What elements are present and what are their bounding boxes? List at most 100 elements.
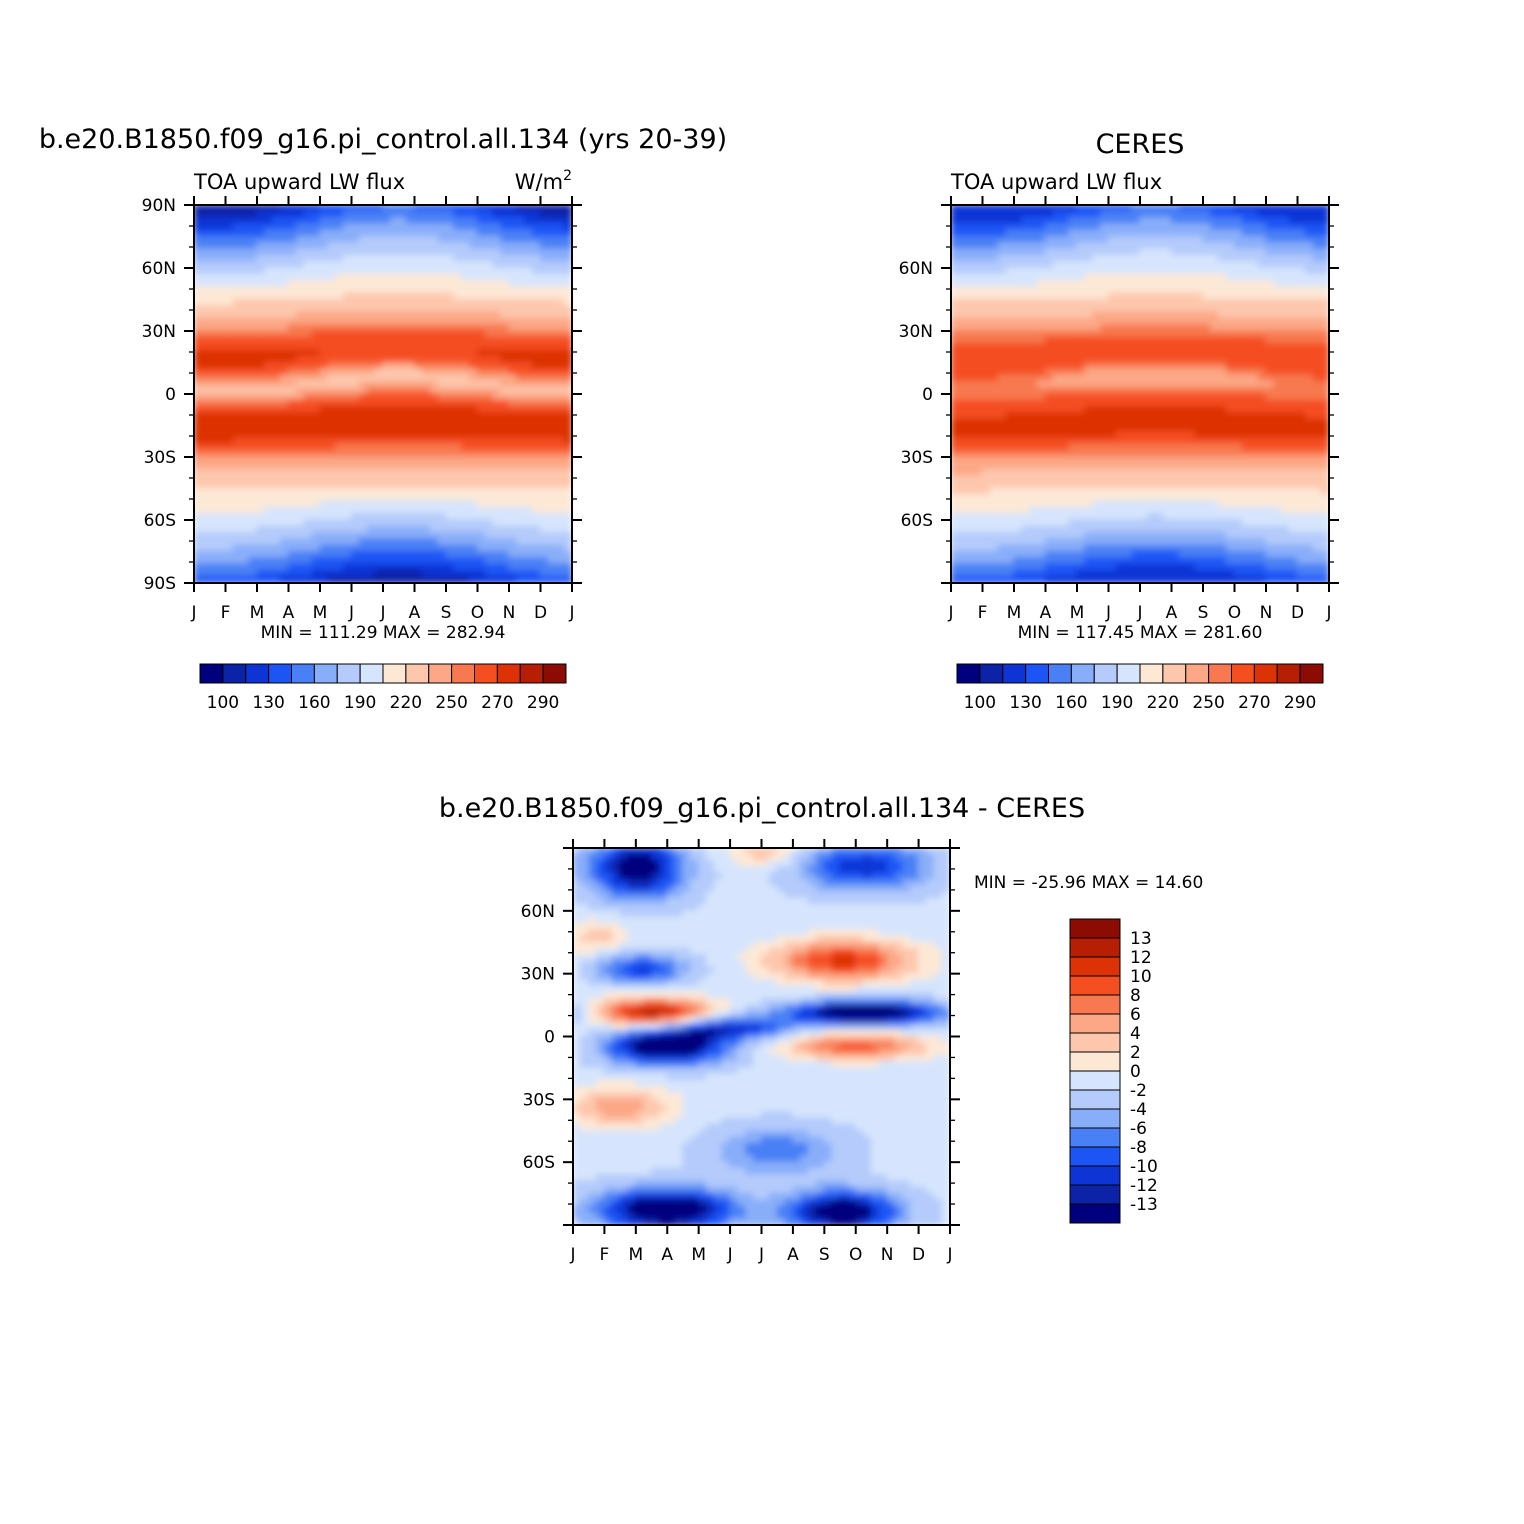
field-cell	[319, 380, 329, 389]
field-cell	[563, 273, 572, 282]
field-cell	[981, 254, 991, 263]
field-cell	[524, 217, 534, 225]
field-cell	[421, 487, 431, 496]
field-cell	[374, 412, 384, 420]
field-cell	[445, 544, 455, 553]
field-cell	[445, 487, 455, 496]
field-cell	[303, 393, 313, 401]
field-cell	[350, 513, 360, 521]
field-cell	[335, 437, 345, 445]
field-cell	[981, 273, 991, 282]
field-cell	[1037, 298, 1047, 307]
field-cell	[461, 487, 471, 496]
field-cell	[1115, 305, 1125, 313]
field-cell	[1029, 242, 1039, 250]
field-cell	[343, 557, 353, 565]
field-cell	[406, 418, 416, 427]
field-cell	[429, 286, 439, 294]
field-cell	[295, 292, 305, 301]
field-cell	[240, 462, 250, 471]
field-cell	[413, 242, 423, 250]
field-cell	[1273, 393, 1283, 401]
field-cell	[350, 280, 360, 288]
field-cell	[280, 399, 290, 408]
field-cell	[232, 569, 242, 578]
field-cell	[319, 393, 329, 401]
field-cell	[484, 368, 494, 376]
field-cell	[951, 355, 960, 364]
field-cell	[516, 248, 526, 256]
field-cell	[287, 456, 297, 464]
field-cell	[1005, 280, 1015, 288]
field-cell	[555, 242, 565, 250]
field-cell	[476, 229, 486, 238]
field-cell	[319, 563, 329, 571]
field-cell	[981, 292, 991, 301]
field-cell	[217, 443, 227, 452]
field-cell	[555, 563, 565, 571]
field-cell	[1170, 412, 1180, 420]
field-cell	[390, 487, 400, 496]
field-cell	[1210, 317, 1220, 326]
field-cell	[516, 324, 526, 332]
field-cell	[1186, 305, 1196, 313]
field-cell	[1186, 456, 1196, 464]
field-cell	[319, 336, 329, 345]
field-cell	[201, 456, 211, 464]
field-cell	[445, 368, 455, 376]
field-cell	[1289, 418, 1299, 427]
field-cell	[374, 538, 384, 546]
field-cell	[429, 532, 439, 540]
field-cell	[390, 280, 400, 288]
field-cell	[1115, 235, 1125, 244]
field-cell	[429, 557, 439, 565]
field-cell	[398, 424, 408, 433]
field-cell	[264, 229, 274, 238]
field-cell	[981, 229, 991, 238]
field-cell	[272, 248, 282, 256]
field-cell	[327, 506, 337, 515]
field-cell	[295, 324, 305, 332]
field-cell	[256, 557, 266, 565]
field-cell	[508, 217, 518, 225]
field-cell	[508, 235, 518, 244]
field-cell	[1304, 311, 1314, 319]
field-cell	[1304, 387, 1314, 395]
field-cell	[1163, 431, 1173, 439]
field-cell	[1005, 261, 1015, 269]
field-cell	[500, 298, 510, 307]
field-cell	[508, 500, 518, 508]
field-cell	[327, 336, 337, 345]
field-cell	[516, 292, 526, 301]
field-cell	[264, 254, 274, 263]
field-cell	[516, 462, 526, 471]
field-cell	[1233, 437, 1243, 445]
field-cell	[248, 223, 258, 231]
field-cell	[1147, 324, 1157, 332]
field-cell	[997, 324, 1007, 332]
field-cell	[429, 393, 439, 401]
field-cell	[555, 330, 565, 338]
field-cell	[1281, 210, 1291, 219]
field-cell	[1131, 437, 1141, 445]
field-cell	[327, 387, 337, 395]
field-cell	[413, 525, 423, 534]
field-cell	[555, 481, 565, 490]
field-cell	[224, 374, 234, 382]
field-cell	[327, 494, 337, 502]
field-cell	[1170, 387, 1180, 395]
field-cell	[500, 317, 510, 326]
field-cell	[981, 418, 991, 427]
field-cell	[374, 217, 384, 225]
field-cell	[1076, 317, 1086, 326]
field-cell	[1194, 292, 1204, 301]
field-cell	[1005, 462, 1015, 471]
field-cell	[1147, 361, 1157, 370]
field-cell	[1218, 223, 1228, 231]
field-cell	[500, 393, 510, 401]
field-cell	[421, 324, 431, 332]
field-cell	[295, 532, 305, 540]
field-cell	[201, 532, 211, 540]
field-cell	[366, 437, 376, 445]
field-cell	[437, 481, 447, 490]
